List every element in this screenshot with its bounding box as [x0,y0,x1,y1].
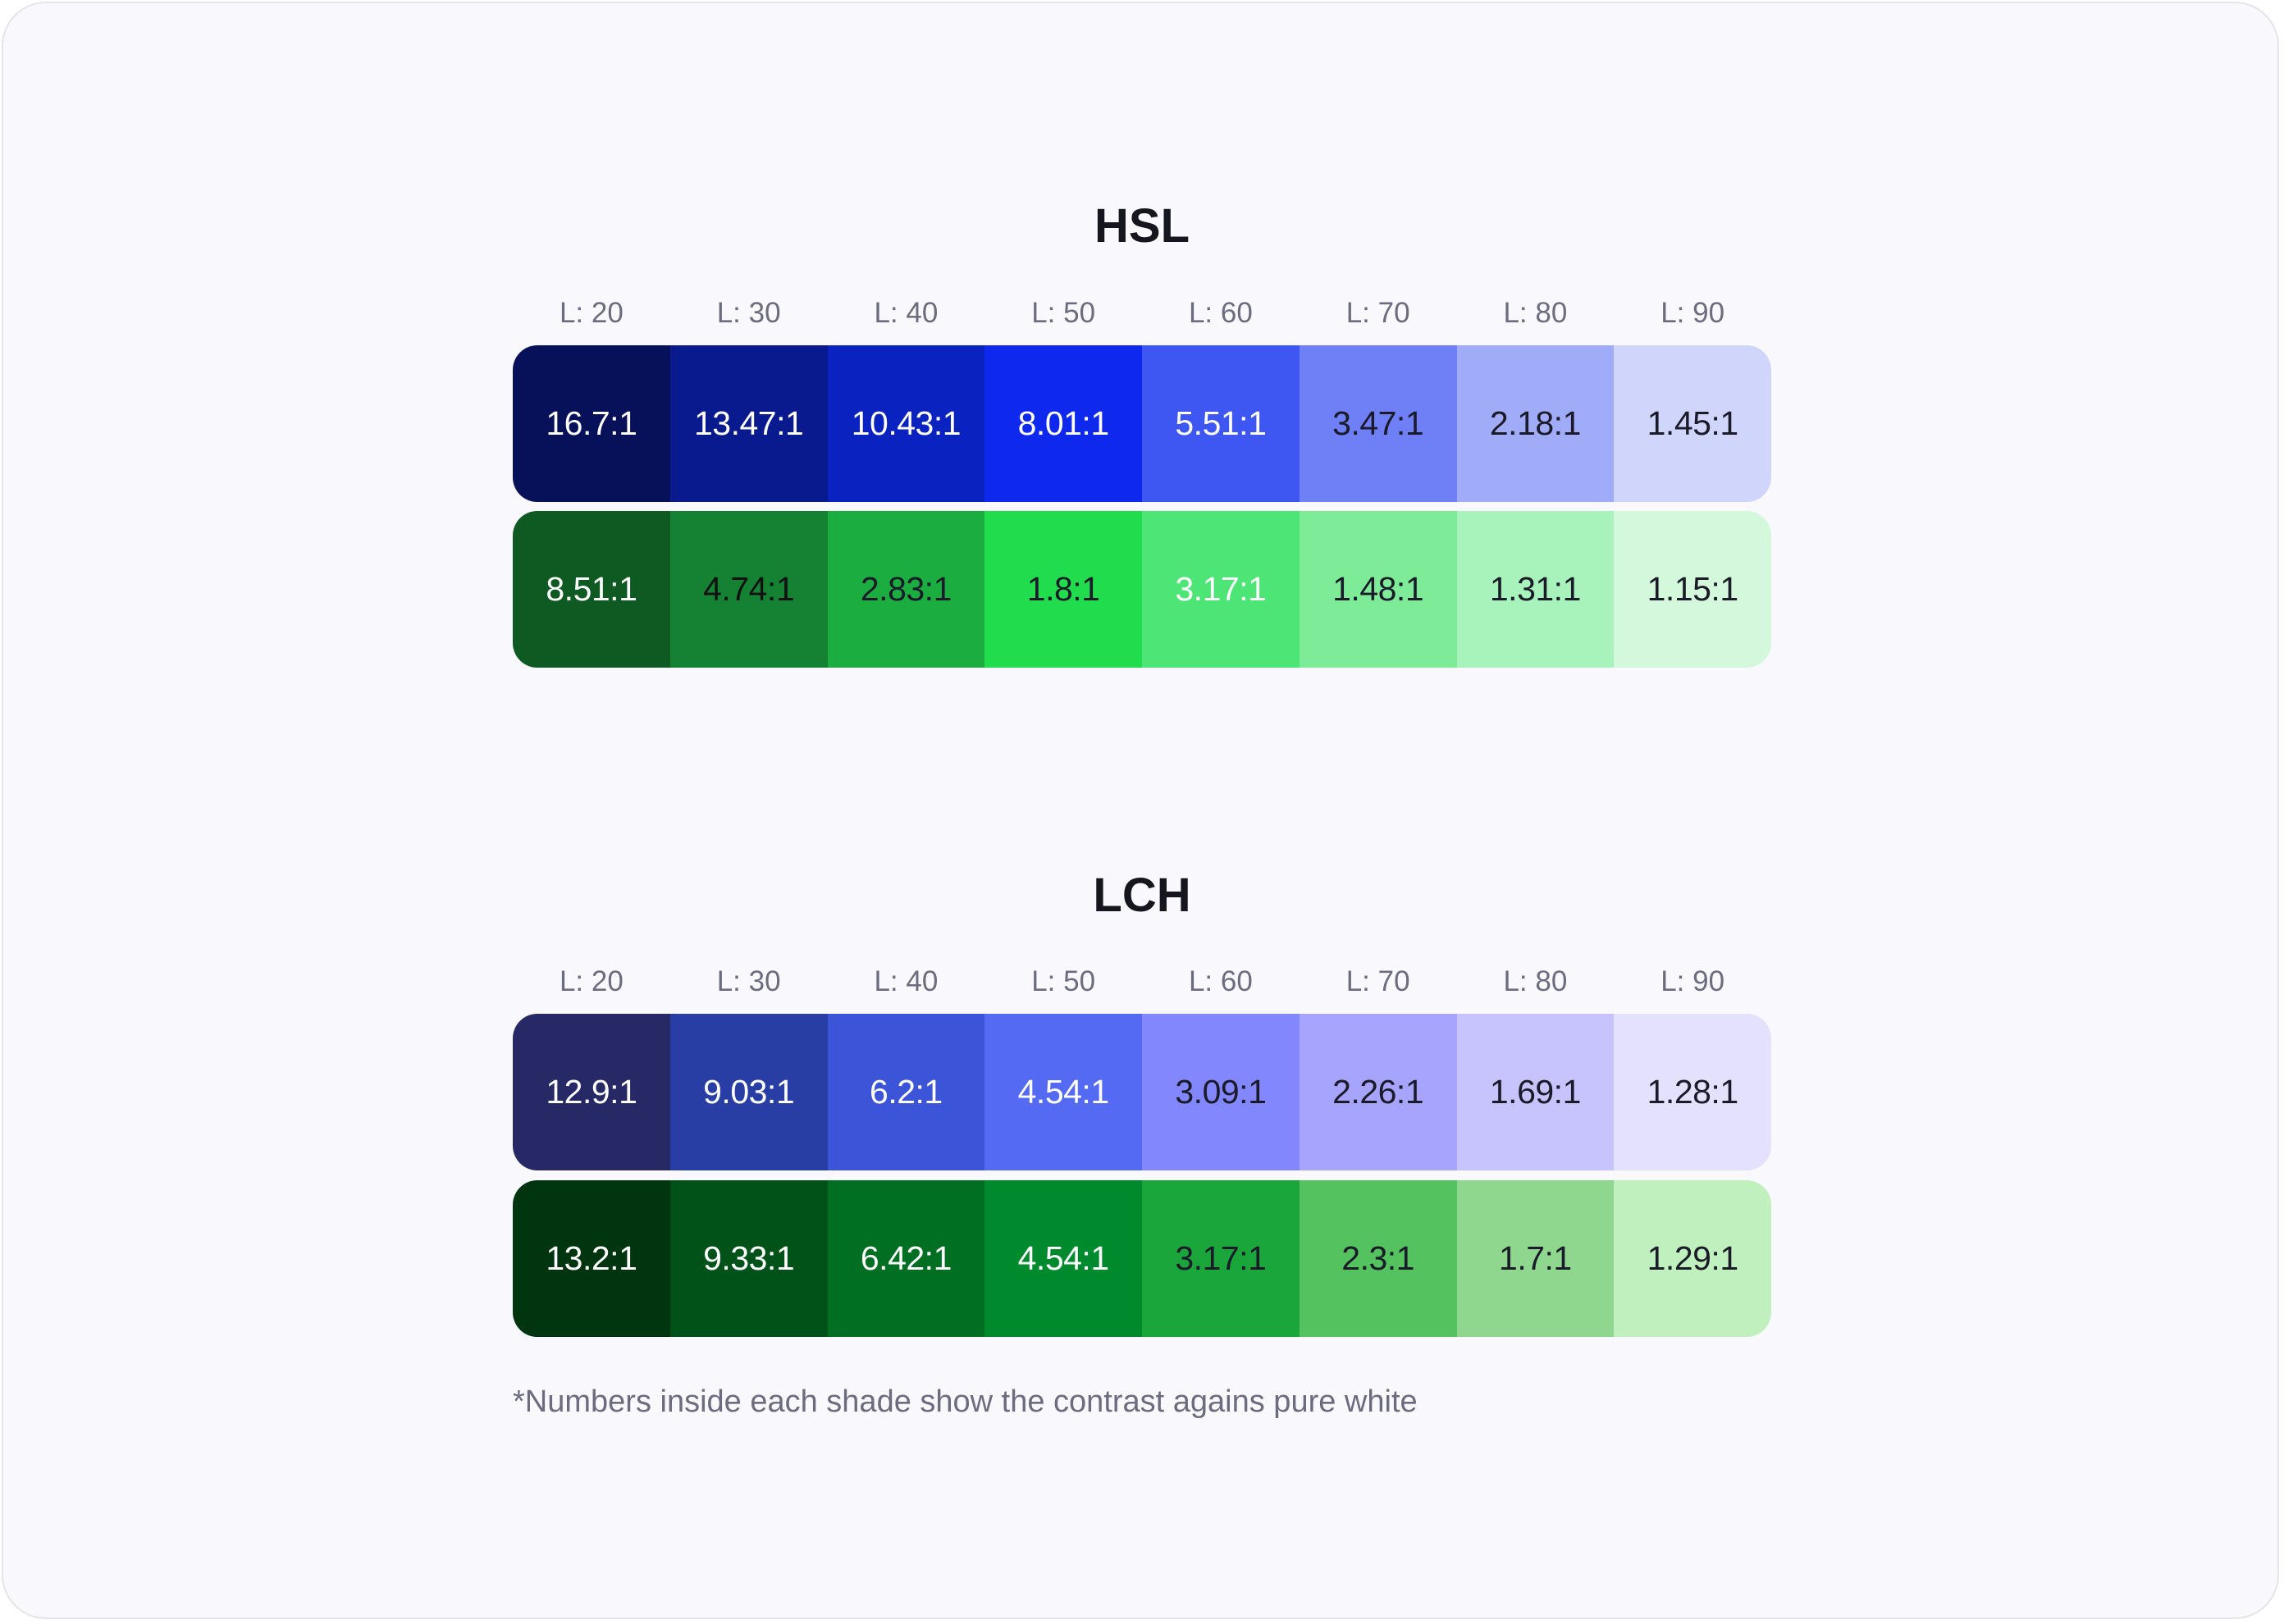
swatch-contrast-value: 12.9:1 [513,1014,670,1170]
level-label: L: 80 [1503,297,1568,329]
swatch-row-hsl-green: 8.51:1 4.74:1 2.83:1 1.8:1 3.17:1 1.48:1 1.31:… [513,511,1771,668]
level-label: L: 70 [1345,965,1410,997]
level-label: L: 50 [1031,297,1096,329]
level-label: L: 90 [1660,297,1725,329]
swatch-contrast-value: 3.09:1 [1142,1014,1300,1170]
level-label: L: 90 [1660,965,1725,997]
swatch-contrast-value: 3.17:1 [1142,511,1300,668]
level-label: L: 30 [716,965,781,997]
level-label: L: 70 [1345,297,1410,329]
level-label: L: 50 [1031,965,1096,997]
swatch-contrast-value: 8.01:1 [984,345,1142,502]
level-labels-lch: L: 20 L: 30 L: 40 L: 50 L: 60 L: 70 L: 80 L: 90 [513,965,1771,998]
swatch-contrast-value: 4.54:1 [984,1180,1142,1337]
swatch-contrast-value: 1.45:1 [1614,345,1771,502]
level-label: L: 20 [559,297,624,329]
swatch-contrast-value: 13.47:1 [669,345,828,502]
swatch-contrast-value: 6.2:1 [827,1014,985,1170]
swatch-contrast-value: 3.17:1 [1142,1180,1300,1337]
level-label: L: 40 [874,965,939,997]
section-title-lch: LCH [1093,869,1191,922]
level-label: L: 80 [1503,965,1568,997]
swatch-contrast-value: 4.74:1 [669,511,828,668]
swatch-row-hsl-blue: 16.7:1 13.47:1 10.43:1 8.01:1 5.51:1 3.47:1 2.… [513,345,1771,502]
level-labels-hsl: L: 20 L: 30 L: 40 L: 50 L: 60 L: 70 L: 80 L: 90 [513,297,1771,330]
swatch-row-lch-green: 13.2:1 9.33:1 6.42:1 4.54:1 3.17:1 2.3:1 1.7:1… [513,1180,1771,1337]
swatch-contrast-value: 13.2:1 [513,1180,670,1337]
swatch-contrast-value: 1.8:1 [984,511,1142,668]
swatch-contrast-value: 1.69:1 [1456,1014,1615,1170]
swatch-contrast-value: 2.18:1 [1456,345,1615,502]
footnote: *Numbers inside each shade show the cont… [513,1385,1418,1419]
section-title-hsl: HSL [1094,199,1190,253]
swatch-contrast-value: 2.83:1 [827,511,985,668]
swatch-row-lch-blue: 12.9:1 9.03:1 6.2:1 4.54:1 3.09:1 2.26:1 1.69:… [513,1014,1771,1170]
swatch-contrast-value: 1.15:1 [1614,511,1771,668]
swatch-contrast-value: 6.42:1 [827,1180,985,1337]
swatch-contrast-value: 1.31:1 [1456,511,1615,668]
swatch-contrast-value: 9.03:1 [669,1014,828,1170]
level-label: L: 60 [1188,297,1253,329]
swatch-contrast-value: 5.51:1 [1142,345,1300,502]
swatch-contrast-value: 1.48:1 [1299,511,1457,668]
swatch-contrast-value: 16.7:1 [513,345,670,502]
level-label: L: 30 [716,297,781,329]
swatch-contrast-value: 9.33:1 [669,1180,828,1337]
swatch-contrast-value: 2.26:1 [1299,1014,1457,1170]
swatch-contrast-value: 3.47:1 [1299,345,1457,502]
swatch-contrast-value: 2.3:1 [1299,1180,1457,1337]
swatch-contrast-value: 1.29:1 [1614,1180,1771,1337]
swatch-contrast-value: 1.28:1 [1614,1014,1771,1170]
level-label: L: 60 [1188,965,1253,997]
level-label: L: 40 [874,297,939,329]
swatch-contrast-value: 8.51:1 [513,511,670,668]
swatch-contrast-value: 1.7:1 [1456,1180,1615,1337]
level-label: L: 20 [559,965,624,997]
swatch-contrast-value: 4.54:1 [984,1014,1142,1170]
swatch-contrast-value: 10.43:1 [827,345,985,502]
